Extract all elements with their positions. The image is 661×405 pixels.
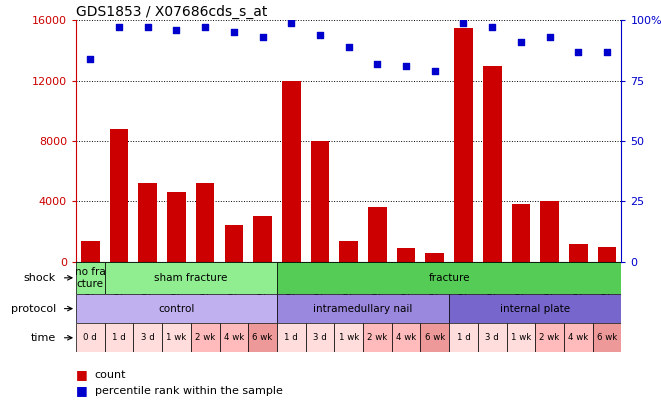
Bar [420,323,449,352]
Bar [76,262,104,294]
Bar [277,294,449,323]
Bar [483,66,502,262]
Point [229,29,239,36]
Bar [311,141,329,262]
Text: fracture: fracture [428,273,470,283]
Text: 3 d: 3 d [141,333,155,342]
Bar [162,323,191,352]
Text: 4 wk: 4 wk [568,333,588,342]
Text: 3 d: 3 d [485,333,499,342]
Bar [134,323,162,352]
Text: shock: shock [24,273,56,283]
Bar [506,323,535,352]
Text: no fra
cture: no fra cture [75,267,106,289]
Text: ■: ■ [76,368,88,381]
Bar [249,323,277,352]
Text: 1 d: 1 d [112,333,126,342]
Text: intramedullary nail: intramedullary nail [313,304,412,313]
Text: 4 wk: 4 wk [396,333,416,342]
Bar [282,81,301,262]
Point [602,48,612,55]
Bar [449,323,478,352]
Bar [426,253,444,262]
Point [573,48,584,55]
Bar [305,323,334,352]
Text: 6 wk: 6 wk [253,333,273,342]
Bar [339,241,358,262]
Text: percentile rank within the sample: percentile rank within the sample [95,386,282,396]
Text: 1 d: 1 d [457,333,471,342]
Bar [454,28,473,262]
Bar [478,323,506,352]
Point [401,63,411,69]
Point [372,60,383,67]
Point [344,44,354,50]
Bar [191,323,219,352]
Text: 1 wk: 1 wk [167,333,186,342]
Bar [512,204,530,262]
Point [257,34,268,40]
Bar [76,323,104,352]
Bar [363,323,392,352]
Point [143,24,153,31]
Bar [225,226,243,262]
Point [315,32,325,38]
Text: 1 wk: 1 wk [338,333,359,342]
Bar [76,294,277,323]
Text: 3 d: 3 d [313,333,327,342]
Text: 0 d: 0 d [83,333,97,342]
Bar [253,216,272,262]
Point [544,34,555,40]
Bar [397,248,415,262]
Bar [593,323,621,352]
Point [85,55,96,62]
Bar [392,323,420,352]
Text: 6 wk: 6 wk [597,333,617,342]
Text: ■: ■ [76,384,88,397]
Text: 1 wk: 1 wk [511,333,531,342]
Bar [535,323,564,352]
Point [516,39,526,45]
Bar [277,323,305,352]
Bar [138,183,157,262]
Text: internal plate: internal plate [500,304,570,313]
Bar [449,294,621,323]
Point [171,27,182,33]
Text: 4 wk: 4 wk [223,333,244,342]
Bar [598,247,616,262]
Bar [104,323,134,352]
Text: 6 wk: 6 wk [424,333,445,342]
Bar [104,262,277,294]
Bar [569,243,588,262]
Point [430,68,440,74]
Bar [368,207,387,262]
Text: count: count [95,370,126,379]
Text: time: time [30,333,56,343]
Point [458,19,469,26]
Bar [277,262,621,294]
Bar [110,129,128,262]
Text: 2 wk: 2 wk [195,333,215,342]
Point [114,24,124,31]
Bar [540,201,559,262]
Point [487,24,498,31]
Text: 2 wk: 2 wk [539,333,560,342]
Text: 2 wk: 2 wk [368,333,387,342]
Text: 1 d: 1 d [284,333,298,342]
Point [200,24,210,31]
Point [286,19,297,26]
Text: sham fracture: sham fracture [154,273,227,283]
Text: GDS1853 / X07686cds_s_at: GDS1853 / X07686cds_s_at [76,5,268,19]
Bar [219,323,249,352]
Text: protocol: protocol [11,304,56,313]
Bar [196,183,215,262]
Text: control: control [158,304,194,313]
Bar [564,323,593,352]
Bar [334,323,363,352]
Bar [81,241,100,262]
Bar [167,192,186,262]
